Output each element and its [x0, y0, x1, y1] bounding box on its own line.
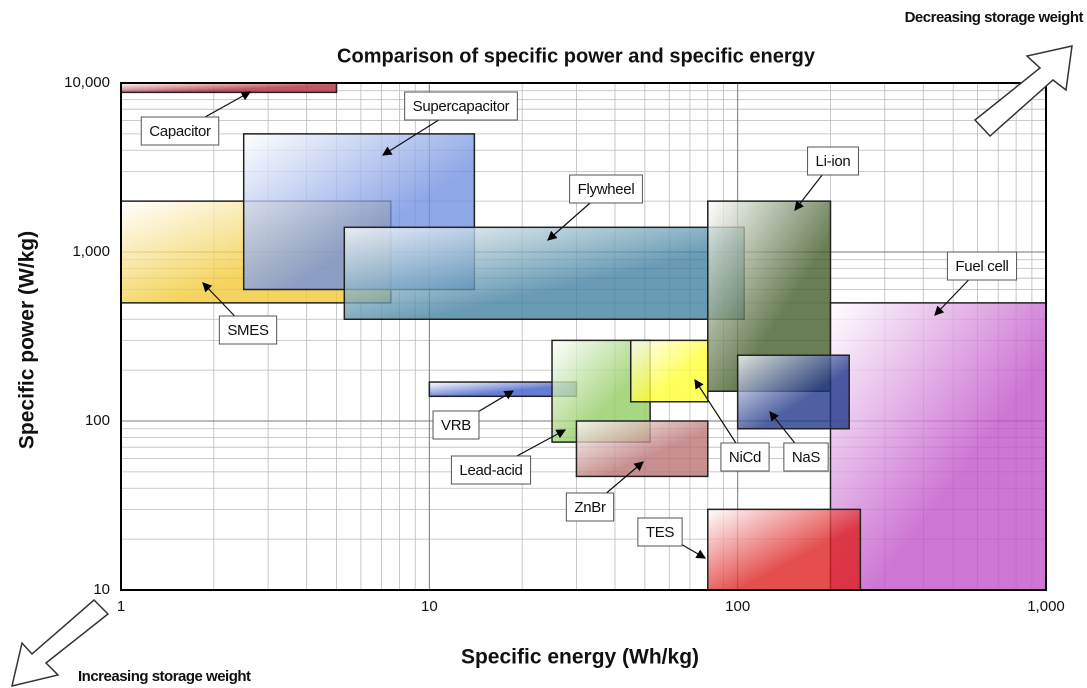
- series-label: TES: [646, 524, 675, 541]
- x-tick-label: 1: [117, 598, 125, 615]
- range-box: [120, 82, 338, 94]
- label-box: [783, 442, 829, 472]
- series-label: SMES: [227, 322, 269, 339]
- range-box: [736, 354, 850, 430]
- range-box: [575, 420, 709, 478]
- label-box: [565, 492, 615, 522]
- series-label: NaS: [792, 449, 821, 466]
- range-box: [343, 226, 745, 321]
- series-label: Li-ion: [816, 153, 851, 170]
- label-box: [404, 91, 518, 121]
- series-label: Supercapacitor: [413, 98, 510, 115]
- range-box: [829, 302, 1047, 591]
- series-label: Flywheel: [578, 181, 635, 198]
- arrow-up-right: [973, 45, 1073, 138]
- series-label: Fuel cell: [955, 258, 1008, 275]
- label-box: [946, 251, 1018, 281]
- series-label: ZnBr: [574, 499, 606, 516]
- series-label: VRB: [441, 417, 471, 434]
- range-box: [707, 508, 862, 591]
- y-tick-label: 100: [85, 412, 110, 429]
- label-box: [720, 442, 770, 472]
- label-box: [450, 455, 532, 485]
- x-tick-label: 10: [421, 598, 438, 615]
- annotation: Increasing storage weight: [78, 668, 251, 685]
- plot-frame: [120, 82, 1047, 591]
- label-box: [807, 146, 859, 176]
- chart-title: Comparison of specific power and specifi…: [337, 45, 816, 67]
- annotation: Decreasing storage weight: [905, 9, 1084, 26]
- series-label: Capacitor: [149, 123, 211, 140]
- y-tick-label: 10: [93, 581, 110, 598]
- x-axis-label: Specific energy (Wh/kg): [461, 646, 699, 669]
- label-box: [569, 174, 643, 204]
- label-box: [637, 517, 683, 547]
- y-tick-label: 10,000: [64, 74, 110, 91]
- label-box: [218, 315, 278, 345]
- series-label: NiCd: [729, 449, 761, 466]
- y-axis-label: Specific power (W/kg): [16, 231, 39, 449]
- series-label: Lead-acid: [459, 462, 522, 479]
- range-box: [629, 339, 709, 403]
- y-tick-label: 1,000: [72, 243, 110, 260]
- arrow-down-left: [10, 598, 110, 688]
- x-tick-label: 100: [725, 598, 750, 615]
- label-box: [432, 410, 480, 440]
- x-tick-label: 1,000: [1027, 598, 1065, 615]
- label-box: [140, 116, 220, 146]
